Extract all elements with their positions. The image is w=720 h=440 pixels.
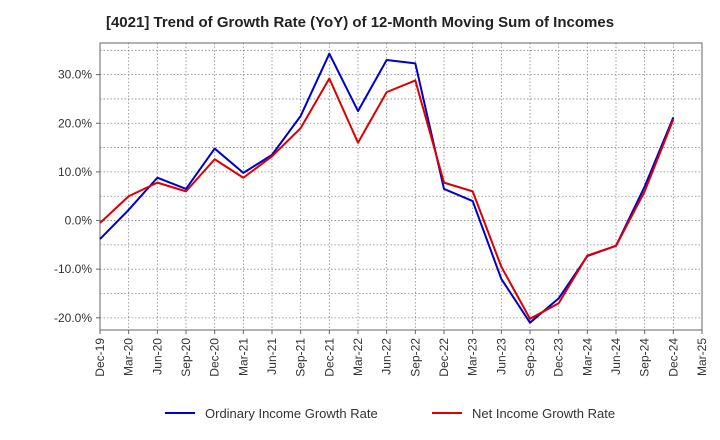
x-tick-label: Dec-23 [552, 338, 566, 377]
y-tick-label: 30.0% [58, 68, 92, 82]
x-tick-label: Sep-22 [408, 338, 422, 377]
x-tick-label: Sep-24 [638, 338, 652, 377]
legend-label: Ordinary Income Growth Rate [205, 406, 378, 421]
series-lines [99, 52, 675, 324]
y-tick-label: 0.0% [65, 214, 93, 228]
x-tick-label: Jun-24 [609, 338, 623, 375]
y-tick-label: -10.0% [54, 262, 92, 276]
x-tick-label: Mar-24 [580, 338, 594, 376]
legend: Ordinary Income Growth Rate Net Income Gr… [165, 406, 615, 421]
series-line-2 [99, 77, 675, 320]
chart-title: [4021] Trend of Growth Rate (YoY) of 12-… [105, 14, 615, 31]
x-tick-label: Jun-21 [265, 338, 279, 375]
x-tick-label: Dec-21 [322, 338, 336, 377]
x-tick-label: Jun-22 [380, 338, 394, 375]
y-tick-label: -20.0% [54, 311, 92, 325]
x-tick-label: Jun-23 [494, 338, 508, 375]
x-tick-label: Mar-23 [466, 338, 480, 376]
axes: -20.0% -10.0% 0.0% 10.0% 20.0% 30.0% Dec-19 Mar… [54, 42, 709, 377]
x-tick-label: Sep-23 [523, 338, 537, 377]
y-tick-label: 20.0% [58, 116, 92, 130]
plot-frame [99, 42, 703, 331]
x-tick-label: Dec-19 [93, 338, 107, 377]
y-tick-label: 10.0% [58, 165, 92, 179]
legend-label: Net Income Growth Rate [472, 406, 615, 421]
x-tick-label: Dec-20 [208, 338, 222, 377]
x-tick-label: Mar-22 [351, 338, 365, 376]
plot-background [100, 43, 702, 330]
x-tick-label: Dec-24 [666, 338, 680, 377]
x-tick-label: Jun-20 [150, 338, 164, 375]
x-tick-label: Mar-21 [236, 338, 250, 376]
x-tick-label: Mar-20 [122, 338, 136, 376]
x-tick-label: Sep-21 [294, 338, 308, 377]
x-tick-label: Dec-22 [437, 338, 451, 377]
x-tick-label: Sep-20 [179, 338, 193, 377]
x-tick-label: Mar-25 [695, 338, 709, 376]
